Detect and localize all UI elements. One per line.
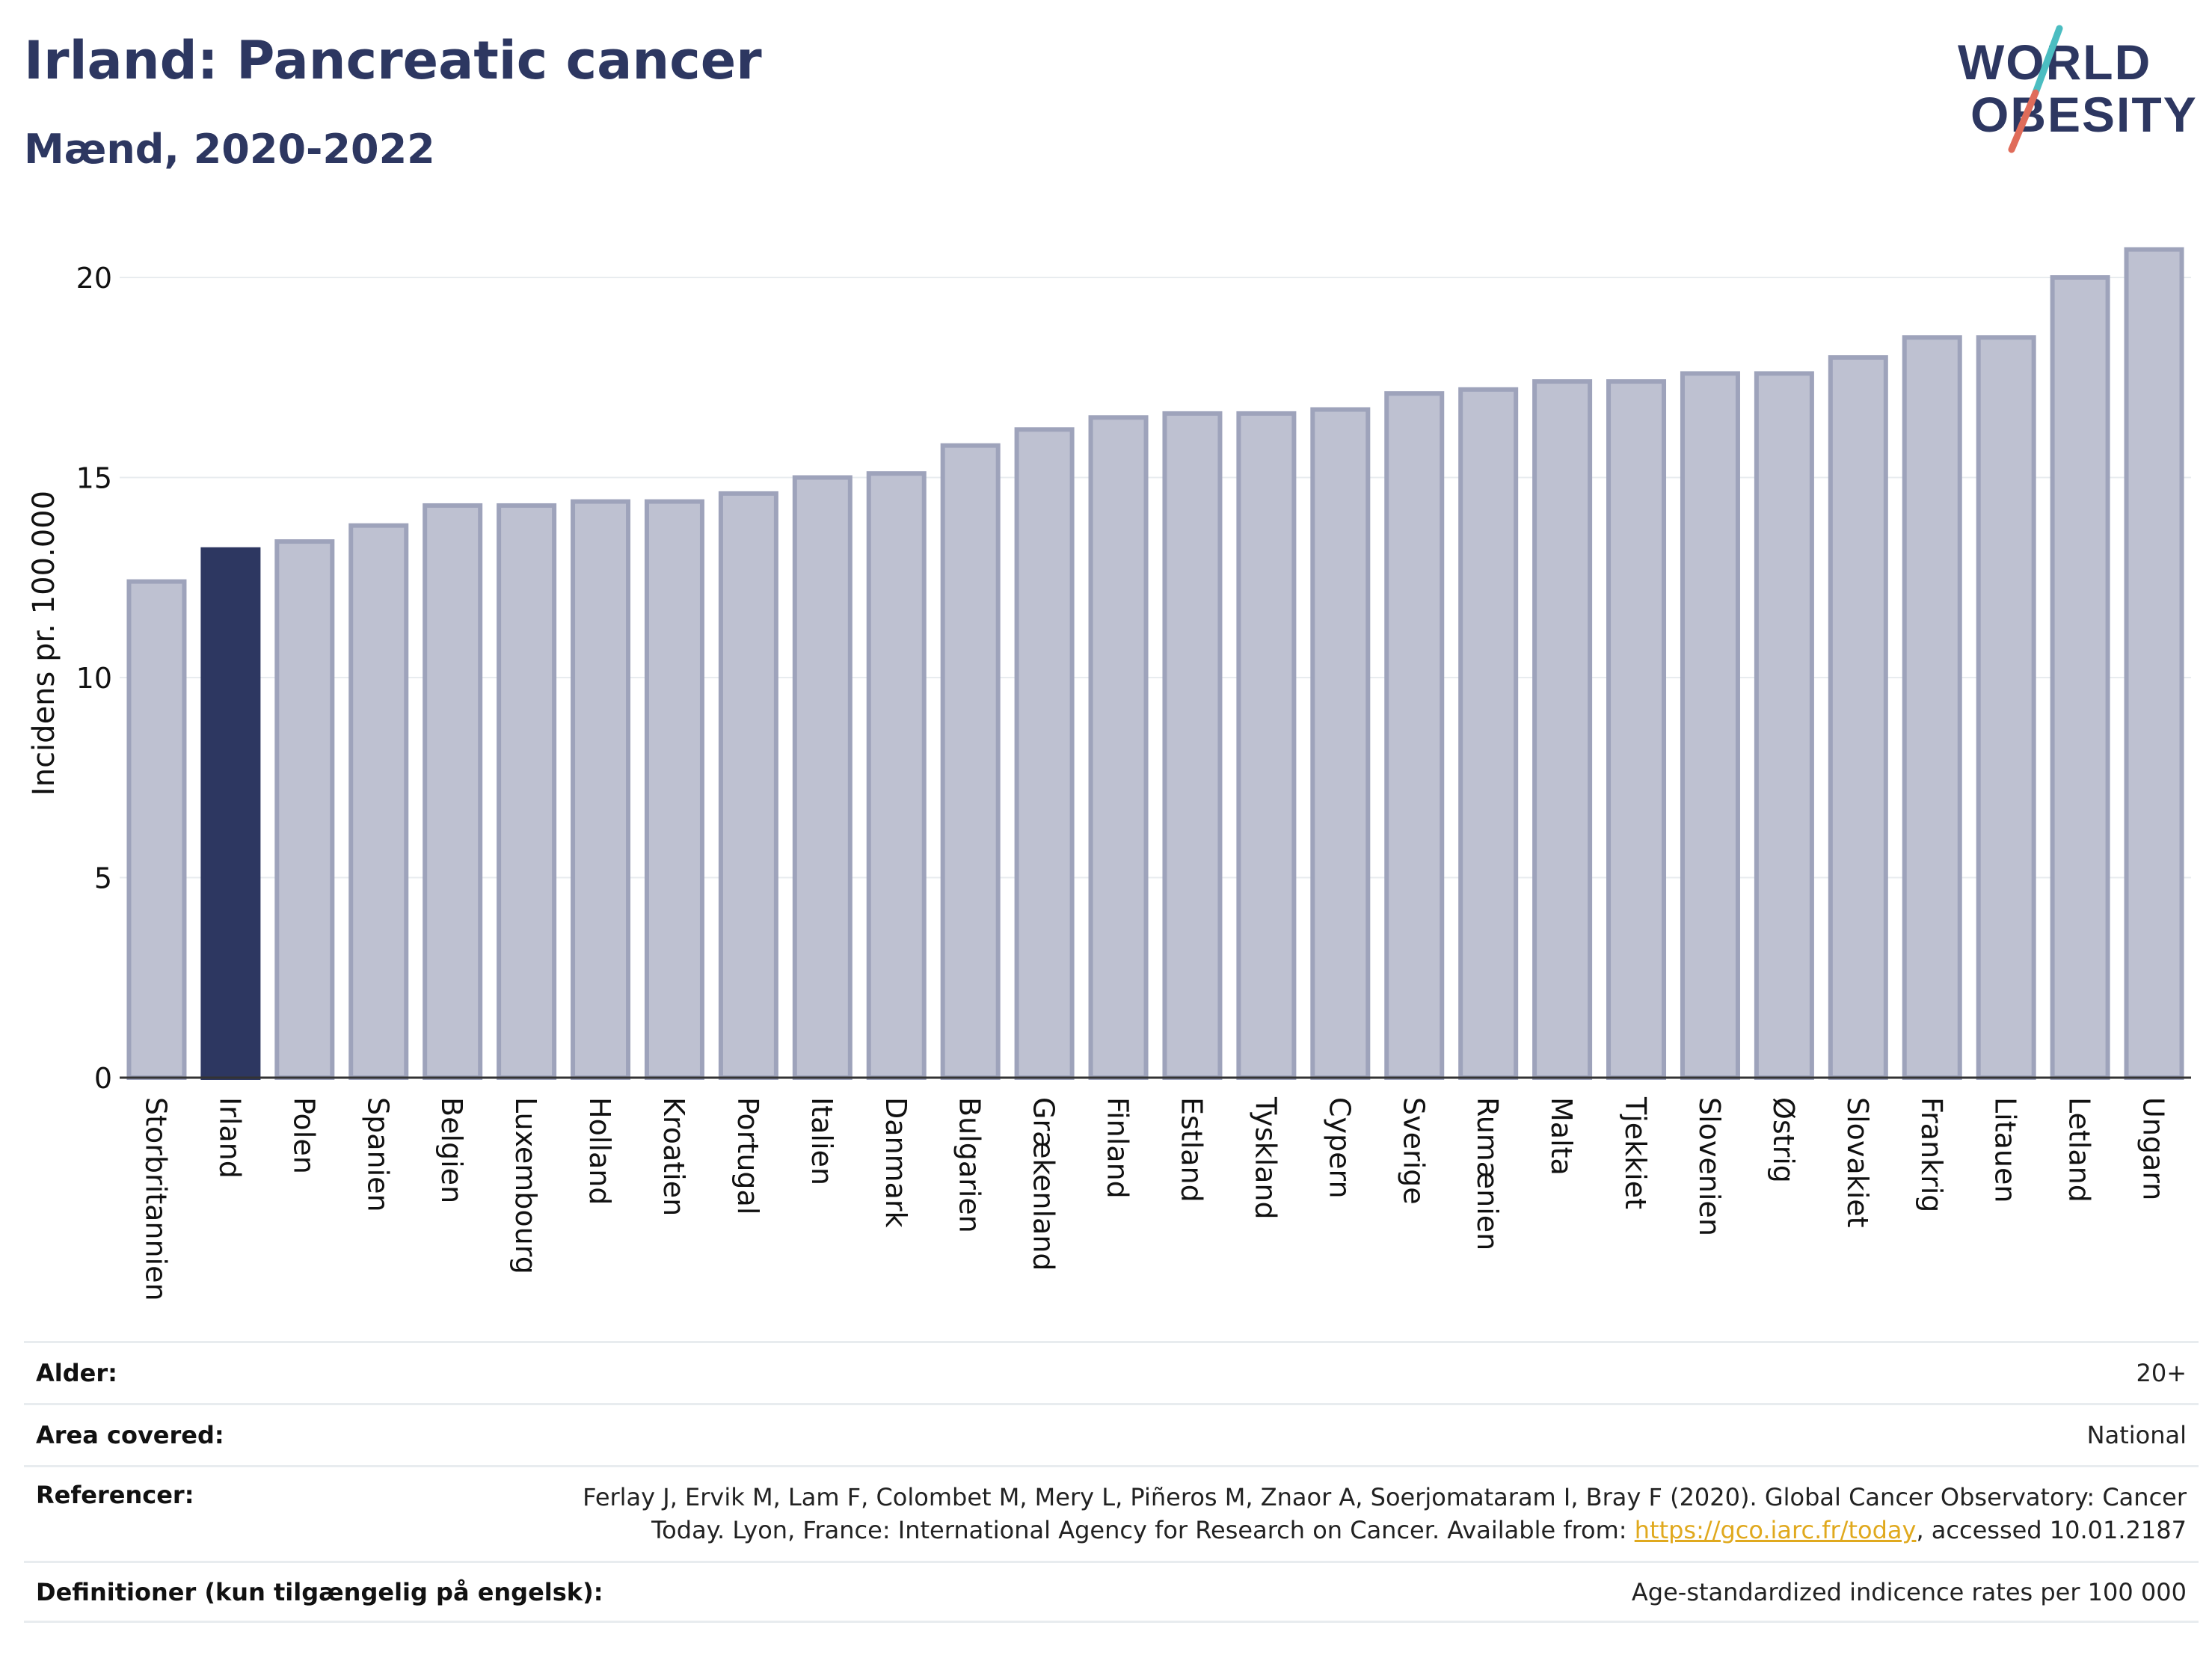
- info-row-area: Area covered: National: [24, 1403, 2199, 1465]
- bar-estland: [1162, 411, 1223, 1080]
- info-label-area: Area covered:: [36, 1421, 224, 1449]
- x-tick-label: Malta: [1545, 1097, 1578, 1176]
- info-label-references: Referencer:: [36, 1481, 194, 1509]
- bar-finland: [1088, 415, 1149, 1080]
- bar-bulgarien: [940, 443, 1001, 1080]
- info-table: Alder: 20+ Area covered: National Refere…: [24, 1341, 2199, 1623]
- x-tick-label: Finland: [1102, 1097, 1134, 1199]
- info-label-age: Alder:: [36, 1359, 117, 1387]
- bar-polen: [274, 539, 335, 1080]
- bar-rumænien: [1458, 387, 1519, 1080]
- bar-danmark: [866, 471, 927, 1080]
- bar-ungarn: [2124, 247, 2184, 1080]
- bar-letland: [2050, 275, 2110, 1080]
- bar-slovakiet: [1828, 355, 1888, 1080]
- x-tick-label: Danmark: [879, 1097, 912, 1228]
- info-row-age: Alder: 20+: [24, 1341, 2199, 1403]
- reference-line-2-end: , accessed 10.01.2187: [1916, 1516, 2187, 1544]
- logo-slash-teal: [2032, 25, 2063, 96]
- bar-grækenland: [1014, 427, 1075, 1080]
- bars: [126, 247, 2184, 1081]
- bar-slovenien: [1680, 371, 1740, 1080]
- info-row-references: Referencer: Ferlay J, Ervik M, Lam F, Co…: [24, 1465, 2199, 1561]
- x-tick-label: Østrig: [1767, 1097, 1800, 1183]
- x-tick-label: Slovenien: [1693, 1097, 1726, 1236]
- info-label-definitions: Definitioner (kun tilgængelig på engelsk…: [36, 1577, 603, 1606]
- x-tick-label: Storbritannien: [139, 1097, 172, 1301]
- info-row-definitions: Definitioner (kun tilgængelig på engelsk…: [24, 1561, 2199, 1623]
- x-tick-label: Litauen: [1989, 1097, 2022, 1203]
- bar-italien: [792, 475, 852, 1080]
- x-tick-label: Kroatien: [657, 1097, 690, 1216]
- y-tick-label: 0: [94, 1062, 112, 1095]
- y-tick-label: 20: [76, 262, 112, 295]
- x-tick-label: Portugal: [731, 1097, 764, 1215]
- x-tick-label: Slovakiet: [1841, 1097, 1874, 1228]
- y-tick-label: 5: [94, 862, 112, 895]
- x-tick-label: Estland: [1175, 1097, 1208, 1203]
- info-value-area: National: [2086, 1421, 2187, 1449]
- bar-belgien: [423, 503, 483, 1080]
- bar-malta: [1532, 379, 1593, 1081]
- x-tick-label: Ungarn: [2137, 1097, 2170, 1200]
- info-value-age: 20+: [2136, 1359, 2187, 1387]
- x-tick-label: Luxembourg: [509, 1097, 542, 1274]
- info-value-definitions: Age-standardized indicence rates per 100…: [1631, 1577, 2187, 1606]
- bar-storbritannien: [126, 579, 187, 1080]
- bar-holland: [571, 499, 631, 1080]
- x-tick-label: Frankrig: [1915, 1097, 1948, 1212]
- x-tick-label: Letland: [2063, 1097, 2096, 1203]
- x-tick-label: Belgien: [435, 1097, 468, 1203]
- bar-luxembourg: [497, 503, 557, 1080]
- x-tick-label: Irland: [213, 1097, 246, 1179]
- x-tick-label: Grækenland: [1027, 1097, 1060, 1271]
- bar-tyskland: [1236, 411, 1297, 1080]
- x-tick-label: Italien: [805, 1097, 838, 1185]
- reference-link[interactable]: https://gco.iarc.fr/today: [1634, 1516, 1917, 1544]
- x-tick-label: Tjekkiet: [1619, 1096, 1652, 1209]
- x-tick-label: Tyskland: [1249, 1096, 1282, 1220]
- chart-subtitle: Mænd, 2020-2022: [24, 126, 435, 173]
- bar-portugal: [718, 491, 778, 1080]
- x-tick-label: Spanien: [361, 1097, 394, 1212]
- x-tick-label: Cypern: [1323, 1097, 1356, 1199]
- chart-title: Irland: Pancreatic cancer: [24, 30, 762, 91]
- x-tick-label: Rumænien: [1471, 1097, 1504, 1250]
- x-axis-labels: Storbritannien Irland Polen Spanien Belgien L…: [139, 1096, 2169, 1301]
- y-axis-ticks: 0 5 10 15 20: [76, 262, 112, 1095]
- y-axis-label: Incidens pr. 100.000: [27, 491, 61, 796]
- bar-litauen: [1976, 335, 2036, 1080]
- bar-kroatien: [644, 499, 704, 1080]
- world-obesity-logo: WORLD OBESITY: [1958, 25, 2198, 153]
- x-tick-label: Sverige: [1397, 1097, 1430, 1205]
- bar-tjekkiet: [1606, 379, 1667, 1081]
- reference-line-2: Today. Lyon, France: International Agenc…: [651, 1516, 1635, 1544]
- y-tick-label: 10: [76, 662, 112, 695]
- reference-line-1: Ferlay J, Ervik M, Lam F, Colombet M, Me…: [583, 1483, 2187, 1511]
- bar-irland: [200, 547, 261, 1080]
- bar-østrig: [1754, 371, 1814, 1080]
- bar-spanien: [348, 523, 409, 1080]
- x-tick-label: Bulgarien: [953, 1097, 986, 1233]
- logo-slash-coral: [2008, 89, 2039, 153]
- y-tick-label: 15: [76, 462, 112, 495]
- bar-cypern: [1310, 407, 1371, 1080]
- bar-frankrig: [1902, 335, 1962, 1080]
- logo-text-obesity: OBESITY: [1970, 87, 2198, 142]
- bar-sverige: [1384, 391, 1445, 1080]
- info-value-references: Ferlay J, Ervik M, Lam F, Colombet M, Me…: [583, 1481, 2187, 1547]
- bar-chart: 0 5 10 15 20 Storbritannien Irland Polen Spanie…: [27, 247, 2191, 1301]
- x-tick-label: Polen: [287, 1097, 320, 1174]
- x-tick-label: Holland: [583, 1097, 616, 1205]
